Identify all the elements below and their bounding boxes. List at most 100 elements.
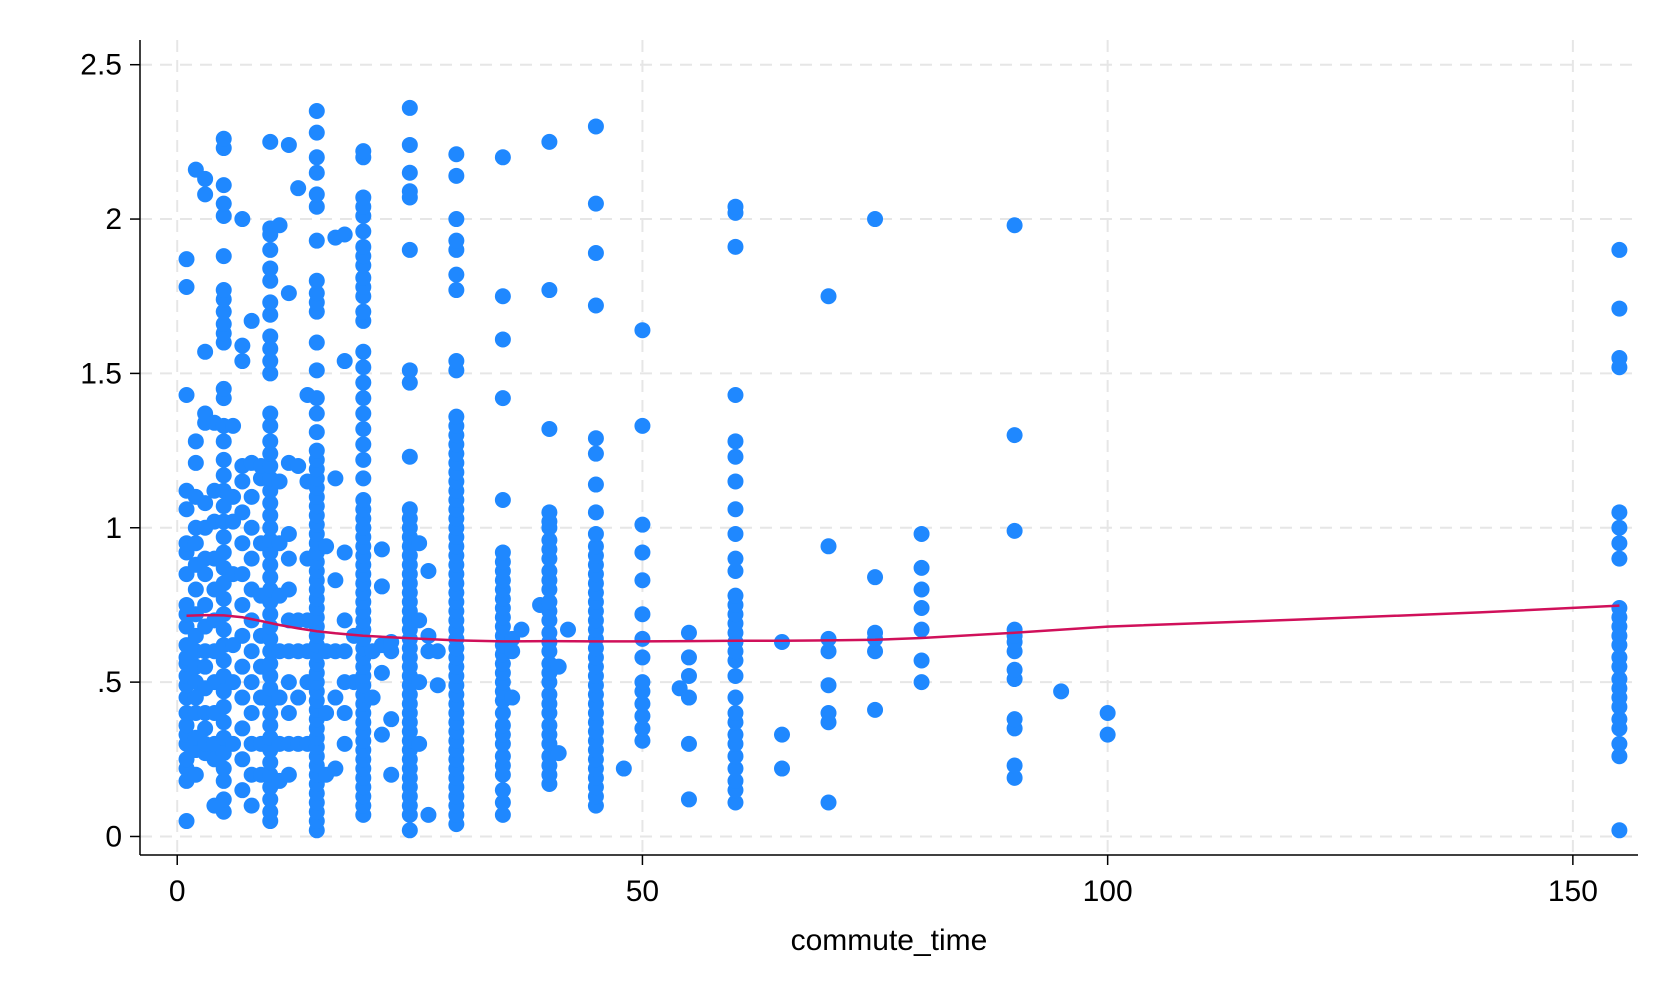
- data-point-x25-36: [401, 374, 418, 391]
- data-point-x5-37: [215, 177, 232, 194]
- data-point-x90-3: [1006, 711, 1023, 728]
- data-point-x10-12: [262, 667, 279, 684]
- data-point-x10-31: [262, 433, 279, 450]
- data-point-x20-55: [355, 189, 372, 206]
- data-point-x80-3: [913, 600, 930, 617]
- data-point-x12-10: [280, 285, 297, 302]
- data-point-x23-0: [383, 766, 400, 783]
- data-point-x70-2: [820, 704, 837, 721]
- data-point-x10-13: [262, 655, 279, 672]
- data-point-x10-5: [262, 754, 279, 771]
- data-point-x17-4: [327, 470, 344, 487]
- data-point-x20-40: [355, 390, 372, 407]
- data-point-x10-38: [262, 306, 279, 323]
- data-point-x155-15: [1611, 600, 1628, 617]
- data-point-x60-10: [727, 667, 744, 684]
- data-point-x5-12: [215, 621, 232, 638]
- data-point-x7-6: [234, 596, 251, 613]
- data-point-x95-0: [1053, 683, 1070, 700]
- data-point-x3-16: [197, 186, 214, 203]
- data-point-x5-14: [215, 590, 232, 607]
- data-point-x90-11: [1006, 427, 1023, 444]
- data-point-x40-29: [541, 282, 558, 299]
- data-point-x35-9: [494, 704, 511, 721]
- fit-line-group: [186, 604, 1620, 643]
- data-point-x155-19: [1611, 504, 1628, 521]
- x-tick-label-2: 100: [1083, 875, 1133, 908]
- data-point-x35-30: [494, 288, 511, 305]
- data-point-x15-50: [308, 272, 325, 289]
- data-point-x18-6: [336, 353, 353, 370]
- data-point-x60-18: [727, 587, 744, 604]
- data-point-x18-1: [336, 704, 353, 721]
- data-point-x30-50: [448, 232, 465, 249]
- data-point-x11-7: [271, 217, 288, 234]
- data-point-x75-3: [867, 624, 884, 641]
- data-point-x55-5: [680, 624, 697, 641]
- data-point-x55-2: [680, 689, 697, 706]
- x-tick-label-3: 150: [1548, 875, 1598, 908]
- y-tick-label-2: 1: [105, 512, 122, 545]
- data-point-x45-28: [587, 538, 604, 555]
- data-point-x5-2: [215, 772, 232, 789]
- data-point-x23-1: [383, 711, 400, 728]
- data-point-x45-32: [587, 445, 604, 462]
- data-point-x80-4: [913, 581, 930, 598]
- data-point-x5-6: [215, 714, 232, 731]
- data-point-x50-7: [634, 630, 651, 647]
- data-point-x35-8: [494, 717, 511, 734]
- data-point-x155-1: [1611, 748, 1628, 765]
- data-point-x10-21: [262, 556, 279, 573]
- data-point-x2-12: [187, 535, 204, 552]
- data-point-x18-4: [336, 612, 353, 629]
- data-point-x45-36: [587, 195, 604, 212]
- data-point-x10-1: [262, 803, 279, 820]
- data-point-x35-26: [494, 544, 511, 561]
- data-point-x15-57: [308, 103, 325, 120]
- data-point-x10-32: [262, 417, 279, 434]
- data-point-x75-5: [867, 211, 884, 228]
- data-point-x50-11: [634, 516, 651, 533]
- data-point-x12-0: [280, 766, 297, 783]
- data-point-x15-54: [308, 164, 325, 181]
- data-point-x8-8: [243, 550, 260, 567]
- data-point-x90-1: [1006, 757, 1023, 774]
- data-point-x7-2: [234, 720, 251, 737]
- data-point-x20-39: [355, 405, 372, 422]
- data-point-x50-8: [634, 606, 651, 623]
- data-point-x60-21: [727, 525, 744, 542]
- data-point-x12-7: [280, 550, 297, 567]
- data-point-x6-5: [225, 488, 242, 505]
- data-point-x20-45: [355, 303, 372, 320]
- data-point-x1-24: [178, 251, 195, 268]
- data-point-x15-52: [308, 198, 325, 215]
- data-point-x18-3: [336, 643, 353, 660]
- data-point-x3-2: [197, 720, 214, 737]
- data-point-x3-17: [197, 170, 214, 187]
- data-point-x50-2: [634, 708, 651, 725]
- data-point-x10-37: [262, 328, 279, 345]
- data-point-x25-34: [401, 501, 418, 518]
- data-point-x18-7: [336, 226, 353, 243]
- data-point-x41-0: [550, 745, 567, 762]
- data-point-x12-11: [280, 136, 297, 153]
- data-point-x20-57: [355, 143, 372, 160]
- data-point-x60-19: [727, 562, 744, 579]
- data-point-x5-10: [215, 652, 232, 669]
- data-point-x50-6: [634, 649, 651, 666]
- data-point-x35-28: [494, 390, 511, 407]
- data-point-x40-24: [541, 532, 558, 549]
- data-point-x10-15: [262, 630, 279, 647]
- data-point-x8-12: [243, 312, 260, 329]
- data-point-x7-1: [234, 751, 251, 768]
- data-point-x2-15: [187, 454, 204, 471]
- data-point-x90-0: [1006, 769, 1023, 786]
- data-point-x5-35: [215, 207, 232, 224]
- data-point-x155-8: [1611, 671, 1628, 688]
- data-point-x37-0: [513, 621, 530, 638]
- data-point-x11-6: [271, 473, 288, 490]
- data-point-x7-13: [234, 337, 251, 354]
- data-point-x22-1: [373, 664, 390, 681]
- data-point-x1-20: [178, 501, 195, 518]
- data-point-x8-3: [243, 704, 260, 721]
